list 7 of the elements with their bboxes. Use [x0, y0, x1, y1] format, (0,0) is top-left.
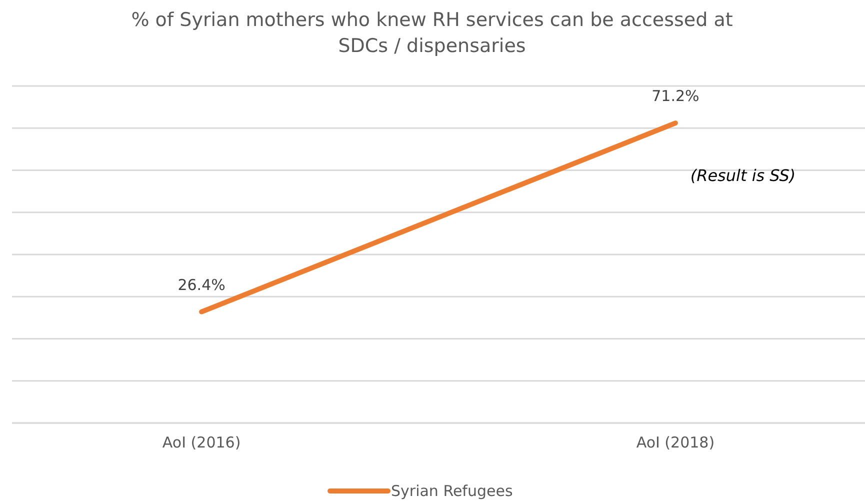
- annotation: (Result is SS): [690, 166, 796, 185]
- data-label: 26.4%: [178, 276, 226, 294]
- legend-label: Syrian Refugees: [391, 482, 513, 500]
- x-tick-label: AoI (2018): [636, 434, 715, 452]
- x-tick-label: AoI (2016): [162, 434, 241, 452]
- chart-title: % of Syrian mothers who knew RH services can be accessed at SDCs / dispensaries: [131, 9, 733, 57]
- data-label: 71.2%: [652, 87, 700, 106]
